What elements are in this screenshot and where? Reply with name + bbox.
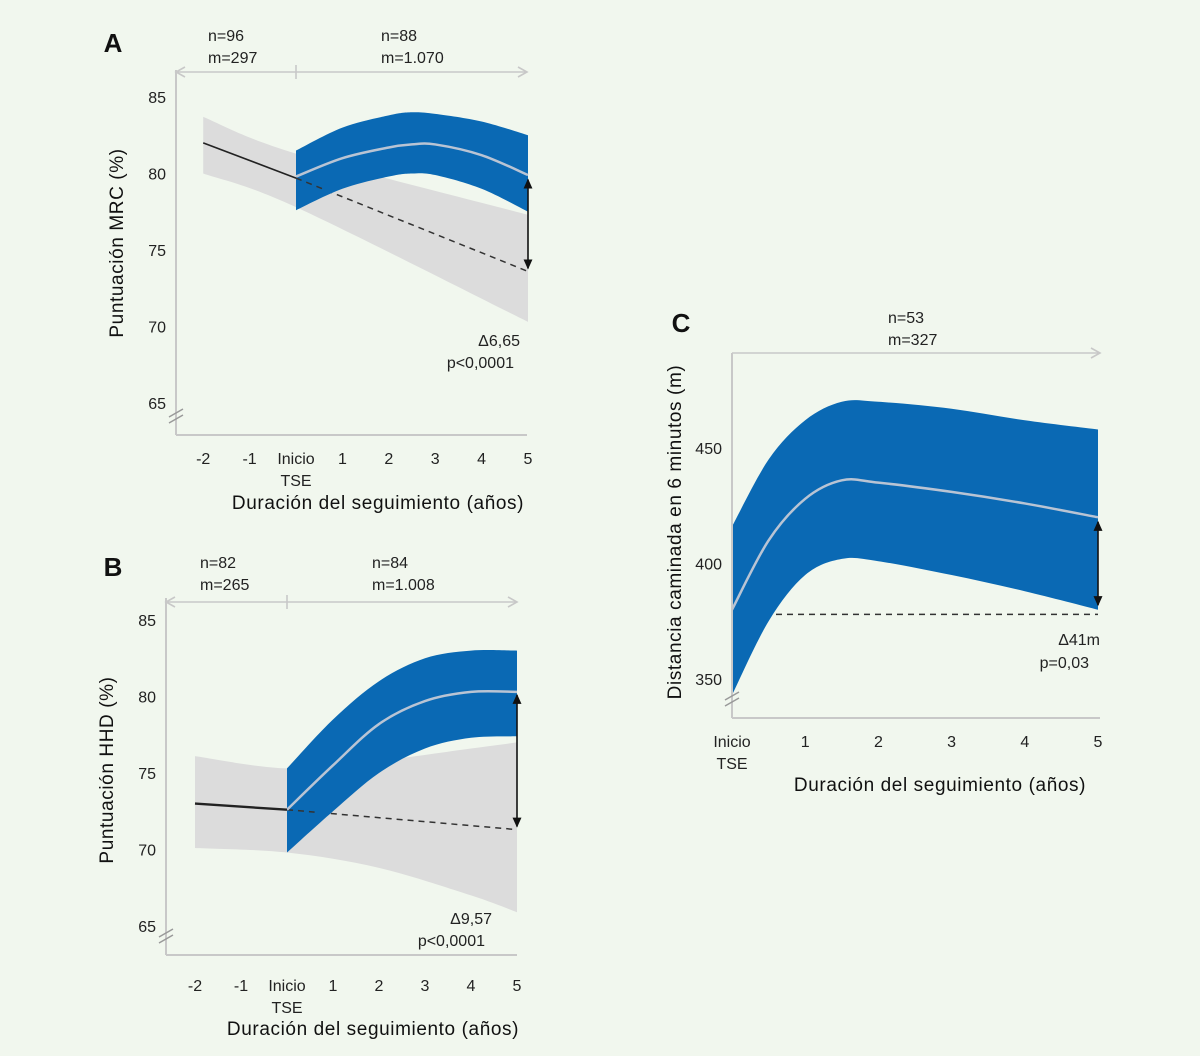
panel-c-axis-break-icon — [724, 691, 740, 707]
panel-a-x-tick-label: 4 — [477, 451, 486, 468]
panel-c-header-n: n=53 — [888, 310, 924, 327]
panel-b-natural-history-band — [195, 742, 517, 913]
panel-b-header-m: m=265 — [200, 577, 249, 594]
panel-b-header-n: n=82 — [200, 555, 236, 572]
panel-a-x-tick-label: -1 — [242, 451, 256, 468]
panel-b-x-tick-label: 5 — [513, 978, 522, 995]
panel-a-x-tick-label: 5 — [524, 451, 533, 468]
panel-a-x-tick-label: -2 — [196, 451, 210, 468]
panel-b-treatment-band — [287, 650, 517, 853]
panel-b-x-tick-label: -2 — [188, 978, 202, 995]
panel-a-axis-break-icon — [168, 408, 184, 424]
panel-a-y-tick-label: 65 — [148, 396, 166, 413]
panel-a-p-value-label: p<0,0001 — [447, 355, 514, 372]
panel-a-header-m: m=1.070 — [381, 50, 444, 67]
panel-b-x-tick-label: 2 — [375, 978, 384, 995]
panel-b-delta-label: Δ9,57 — [450, 911, 492, 928]
panel-c-y-tick-label: 450 — [695, 441, 722, 458]
panel-a-x-tick-label: Inicio TSE — [277, 451, 314, 490]
panel-a-treatment-mean-line — [295, 142, 529, 178]
panel-b-y-tick-label: 85 — [138, 613, 156, 630]
panel-b-treatment-mean-line — [286, 689, 518, 811]
panel-b-panel-letter: B — [104, 552, 123, 582]
panel-a-pre-treatment-line — [202, 142, 297, 179]
panel-b-y-axis-title: Puntuación HHD (%) — [97, 676, 118, 863]
panel-b-x-tick-label: -1 — [234, 978, 248, 995]
panel-a-y-tick-label: 85 — [148, 90, 166, 107]
panel-a-y-tick-label: 70 — [148, 320, 166, 337]
panel-c-x-tick-label: 5 — [1094, 734, 1103, 751]
panel-c-y-tick-label: 400 — [695, 557, 722, 574]
panel-c-x-tick-label: 1 — [801, 734, 810, 751]
panel-a-y-tick-label: 80 — [148, 167, 166, 184]
panel-b-pre-treatment-line — [194, 802, 288, 811]
panel-a-delta-label: Δ6,65 — [478, 333, 520, 350]
panel-c-x-axis-title: Duración del seguimiento (años) — [794, 775, 1086, 796]
panel-a-treatment-band — [296, 112, 528, 212]
panel-c-x-tick-label: 4 — [1020, 734, 1029, 751]
panel-a-header-n: n=96 — [208, 28, 244, 45]
panel-a-projected-line — [295, 177, 529, 273]
panel-b-x-tick-label: 4 — [467, 978, 476, 995]
panel-c-panel-letter: C — [672, 308, 691, 338]
panel-c-header-m: m=327 — [888, 332, 937, 349]
panel-c-treatment-mean-line — [730, 478, 1099, 611]
panel-a-x-axis-title: Duración del seguimiento (años) — [232, 493, 524, 514]
panel-b-y-tick-label: 70 — [138, 843, 156, 860]
panel-c-x-tick-label: 2 — [874, 734, 883, 751]
panel-b-projected-line-overlay — [286, 808, 315, 813]
panel-a-x-tick-label: 3 — [431, 451, 440, 468]
panel-a-y-axis-title: Puntuación MRC (%) — [107, 148, 128, 337]
panel-c-treatment-band — [732, 400, 1098, 696]
panel-b-x-tick-label: 3 — [421, 978, 430, 995]
panel-b-x-tick-label: 1 — [329, 978, 338, 995]
panel-c-y-tick-label: 350 — [695, 672, 722, 689]
panel-b-p-value-label: p<0,0001 — [418, 933, 485, 950]
panel-a-y-tick-label: 75 — [148, 243, 166, 260]
panel-b-x-axis-title: Duración del seguimiento (años) — [227, 1019, 519, 1040]
panel-a-x-tick-label: 1 — [338, 451, 347, 468]
panel-c-x-tick-label: Inicio TSE — [713, 734, 750, 773]
panel-a-natural-history-band — [203, 116, 528, 322]
panel-a-header-m: m=297 — [208, 50, 257, 67]
panel-b-y-tick-label: 65 — [138, 919, 156, 936]
panel-a-x-tick-label: 2 — [384, 451, 393, 468]
panel-c-y-axis-title: Distancia caminada en 6 minutos (m) — [665, 365, 686, 700]
panel-c-delta-label: Δ41m — [1058, 632, 1100, 649]
panel-b-y-tick-label: 75 — [138, 766, 156, 783]
panel-c-x-tick-label: 3 — [947, 734, 956, 751]
panel-b-header-n: n=84 — [372, 555, 408, 572]
panel-b-axis-break-icon — [158, 928, 174, 944]
panel-a-panel-letter: A — [104, 28, 123, 58]
panel-b-header-m: m=1.008 — [372, 577, 435, 594]
panel-b-x-tick-label: Inicio TSE — [268, 978, 305, 1017]
panel-a-header-n: n=88 — [381, 28, 417, 45]
panel-c-p-value-label: p=0,03 — [1040, 655, 1089, 672]
panel-b-y-tick-label: 80 — [138, 690, 156, 707]
panel-a-projected-line-overlay — [295, 177, 325, 190]
